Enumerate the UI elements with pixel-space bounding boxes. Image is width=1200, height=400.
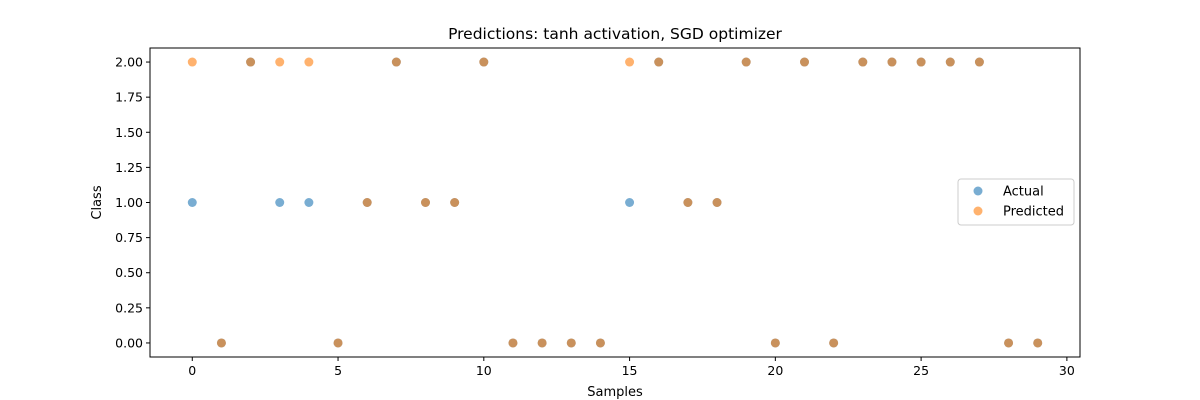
series-predicted bbox=[187, 57, 1043, 348]
data-point-predicted bbox=[1004, 338, 1014, 348]
x-axis-label: Samples bbox=[587, 385, 643, 400]
axes-frame bbox=[149, 47, 1081, 358]
data-point-predicted bbox=[770, 338, 780, 348]
data-point-predicted bbox=[304, 57, 314, 67]
data-point-predicted bbox=[566, 338, 576, 348]
data-point-predicted bbox=[216, 338, 226, 348]
data-point-predicted bbox=[595, 338, 605, 348]
data-point-actual bbox=[187, 198, 197, 207]
data-point-predicted bbox=[450, 198, 460, 207]
data-point-predicted bbox=[799, 57, 809, 67]
x-tick-label: 30 bbox=[1059, 363, 1075, 378]
data-point-predicted bbox=[625, 57, 635, 67]
legend-marker-predicted bbox=[973, 206, 983, 216]
data-point-predicted bbox=[858, 57, 868, 67]
y-axis-ticks: 0.00 0.25 0.50 0.75 1.00 1.25 1.50 1.75 2.00 bbox=[115, 55, 150, 350]
data-point-actual bbox=[304, 198, 314, 207]
y-tick-label: 1.00 bbox=[115, 195, 143, 210]
y-axis-label: Class bbox=[90, 185, 105, 219]
y-tick-label: 0.50 bbox=[115, 265, 143, 280]
legend-marker-actual bbox=[973, 186, 983, 196]
data-point-predicted bbox=[741, 57, 751, 67]
data-point-predicted bbox=[654, 57, 664, 67]
x-tick-label: 0 bbox=[188, 363, 196, 378]
data-point-predicted bbox=[333, 338, 343, 348]
legend-label-actual: Actual bbox=[1003, 185, 1044, 200]
data-point-predicted bbox=[479, 57, 489, 67]
y-tick-label: 0.00 bbox=[115, 335, 143, 350]
data-points bbox=[187, 57, 1043, 348]
x-tick-label: 20 bbox=[767, 363, 783, 378]
y-tick-label: 0.75 bbox=[115, 230, 143, 245]
data-point-predicted bbox=[712, 198, 722, 207]
data-point-predicted bbox=[683, 198, 693, 207]
data-point-actual bbox=[625, 198, 635, 207]
y-tick-label: 1.75 bbox=[115, 90, 143, 105]
data-point-predicted bbox=[275, 57, 285, 67]
data-point-predicted bbox=[391, 57, 401, 67]
legend-box bbox=[957, 178, 1075, 226]
y-tick-label: 0.25 bbox=[115, 300, 143, 315]
x-tick-label: 5 bbox=[334, 363, 342, 378]
x-tick-label: 15 bbox=[622, 363, 638, 378]
x-tick-label: 25 bbox=[913, 363, 929, 378]
legend-label-predicted: Predicted bbox=[1003, 205, 1064, 220]
data-point-predicted bbox=[362, 198, 372, 207]
y-tick-label: 2.00 bbox=[115, 55, 143, 70]
data-point-predicted bbox=[187, 57, 197, 67]
legend: Actual Predicted bbox=[957, 178, 1075, 226]
data-point-actual bbox=[275, 198, 285, 207]
data-point-predicted bbox=[916, 57, 926, 67]
x-axis-ticks: 0 5 10 15 20 25 30 bbox=[188, 357, 1075, 378]
chart-title: Predictions: tanh activation, SGD optimi… bbox=[448, 25, 782, 43]
data-point-predicted bbox=[246, 57, 256, 67]
data-point-predicted bbox=[1033, 338, 1043, 348]
data-point-predicted bbox=[974, 57, 984, 67]
data-point-predicted bbox=[537, 338, 547, 348]
y-tick-label: 1.25 bbox=[115, 160, 143, 175]
data-point-predicted bbox=[829, 338, 839, 348]
data-point-predicted bbox=[508, 338, 518, 348]
data-point-predicted bbox=[421, 198, 431, 207]
data-point-predicted bbox=[887, 57, 897, 67]
y-tick-label: 1.50 bbox=[115, 125, 143, 140]
data-point-predicted bbox=[945, 57, 955, 67]
x-tick-label: 10 bbox=[476, 363, 492, 378]
